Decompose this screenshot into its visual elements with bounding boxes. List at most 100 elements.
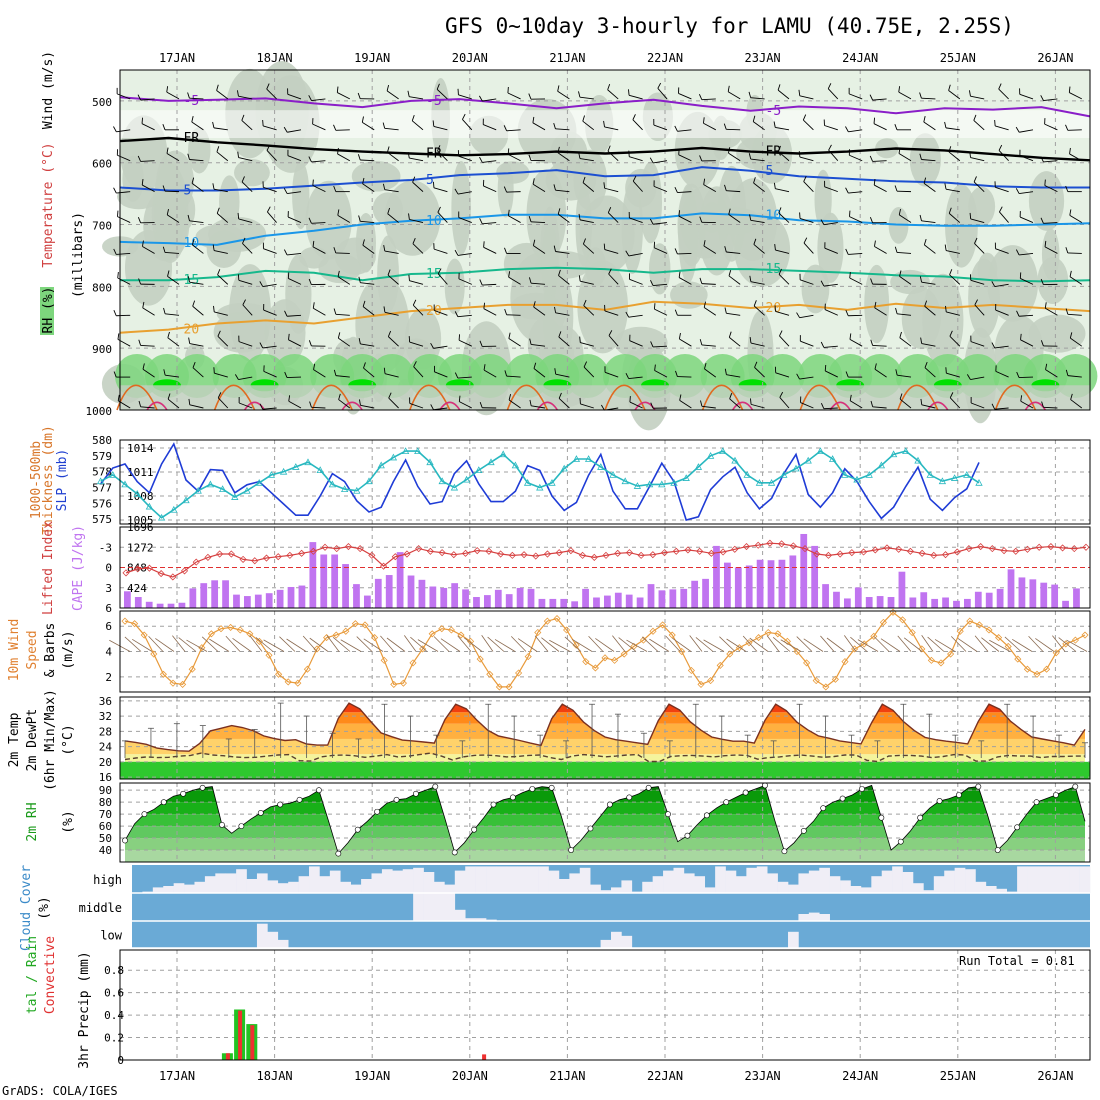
wind-barb: [824, 186, 838, 193]
wind-barb-flag: [166, 208, 169, 216]
wind-barb-flag: [699, 277, 703, 284]
wind-barb-flag: [333, 247, 337, 254]
wind-barb-10m: [279, 636, 296, 652]
temp-band: [125, 738, 1085, 755]
wind-barb-flag: [284, 371, 288, 378]
li-point: [988, 545, 996, 553]
wind-barb: [607, 150, 619, 162]
wind-barb-flag: [974, 299, 978, 306]
wind-barb: [287, 155, 302, 162]
wind-barb-flag: [1069, 332, 1073, 339]
wind-barb-flag: [779, 330, 783, 337]
wind-barb: [213, 127, 228, 131]
wind-barb: [238, 402, 253, 409]
thickness-point: [353, 486, 361, 494]
wind-barb-10m: [850, 636, 868, 652]
wind-speed-point: [342, 627, 350, 635]
li-point: [262, 554, 271, 562]
wind-speed-point: [457, 631, 465, 639]
wind-barb: [654, 308, 668, 316]
rh-point: [994, 847, 1001, 853]
wind-barb: [799, 376, 814, 380]
wind-speed-point: [553, 615, 561, 623]
bottom-date-label: 23JAN: [745, 1069, 781, 1083]
wind-barb-flag: [454, 188, 459, 195]
wind-speed-point: [236, 626, 244, 634]
thickness-point: [828, 455, 837, 462]
wind-barb-flag: [1044, 179, 1046, 186]
thickness-point: [157, 513, 166, 521]
wind-barb-10m: [1035, 638, 1055, 652]
wind-barb: [999, 211, 1009, 223]
wind-barb-flag: [752, 115, 756, 122]
wind-barb: [970, 95, 985, 100]
wind-barb: [898, 153, 912, 162]
bottom-date-label: 25JAN: [940, 1069, 976, 1083]
wind-speed-point: [467, 637, 475, 645]
wind-barb: [799, 156, 814, 162]
cloud-bar-high: [663, 870, 674, 893]
rh-point: [354, 826, 361, 833]
rh-shade-blob: [444, 258, 465, 315]
li-point: [895, 545, 903, 553]
wind-speed-point: [572, 641, 580, 649]
wind-barb: [142, 368, 155, 378]
wind-barb: [117, 154, 131, 162]
wind-barb-flag: [999, 206, 1003, 213]
cape-bar: [516, 587, 524, 608]
cloud-bar-high: [819, 867, 830, 893]
wind-barb-10m: [857, 639, 879, 652]
wind-speed-point: [1043, 665, 1051, 673]
cape-bar: [854, 587, 862, 608]
wind-barb: [388, 336, 399, 347]
contour-label-20: 20: [426, 304, 442, 319]
wind-barb: [921, 159, 936, 162]
wind-barb: [386, 90, 399, 100]
bottom-date-label: 18JAN: [257, 1069, 293, 1083]
wind-barb-flag: [191, 238, 195, 245]
wind-barb: [531, 405, 546, 409]
thickness-label-1: 1000-500mb: [29, 441, 44, 519]
li-point: [859, 548, 868, 556]
wind-barb: [337, 92, 351, 100]
wind-barb: [1067, 375, 1082, 378]
wind-barb-flag: [650, 279, 654, 286]
wind-barb: [579, 158, 594, 162]
wind-barb: [384, 373, 399, 378]
cloud-bar-high: [371, 873, 383, 893]
wind-barb-flag: [802, 114, 807, 121]
cloud-bar-high: [673, 867, 685, 893]
wind-speed-point: [649, 627, 657, 635]
wind-barb: [1045, 307, 1058, 316]
wind-barb-flag: [803, 237, 808, 244]
surface-hot-contour: [731, 401, 754, 411]
wind-barb: [412, 181, 424, 192]
wind-barb: [167, 275, 180, 285]
wind-barb: [482, 222, 497, 225]
cloud-bar-high: [642, 881, 653, 893]
thickness-point: [194, 486, 202, 494]
wind-barb: [263, 248, 277, 254]
wind-barb-flag: [750, 398, 752, 405]
wind-barb-flag: [703, 178, 706, 185]
wind-barb-flag: [308, 156, 312, 163]
wind-barb-10m: [178, 637, 197, 652]
wind-barb-flag: [698, 93, 703, 100]
wind-barb-flag: [528, 215, 532, 222]
wind-barb-flag: [803, 175, 807, 182]
cape-bar: [407, 575, 415, 608]
wind-barb-flag: [241, 114, 245, 121]
cape-tick-label: 424: [127, 582, 147, 595]
cloud-bar-high: [433, 881, 445, 893]
rh-shade-blob: [987, 245, 1039, 322]
wind-barb: [458, 94, 472, 100]
cloud-bar-high: [527, 866, 539, 893]
wind-barb-flag: [1068, 86, 1071, 93]
thickness-point: [255, 478, 263, 486]
wind-barb: [923, 121, 936, 131]
wind-speed-point: [774, 630, 782, 638]
wind-barb: [800, 279, 814, 285]
wind-barb: [652, 345, 668, 348]
rh-tick-label: 80: [99, 796, 112, 809]
wind-barb: [483, 124, 497, 131]
